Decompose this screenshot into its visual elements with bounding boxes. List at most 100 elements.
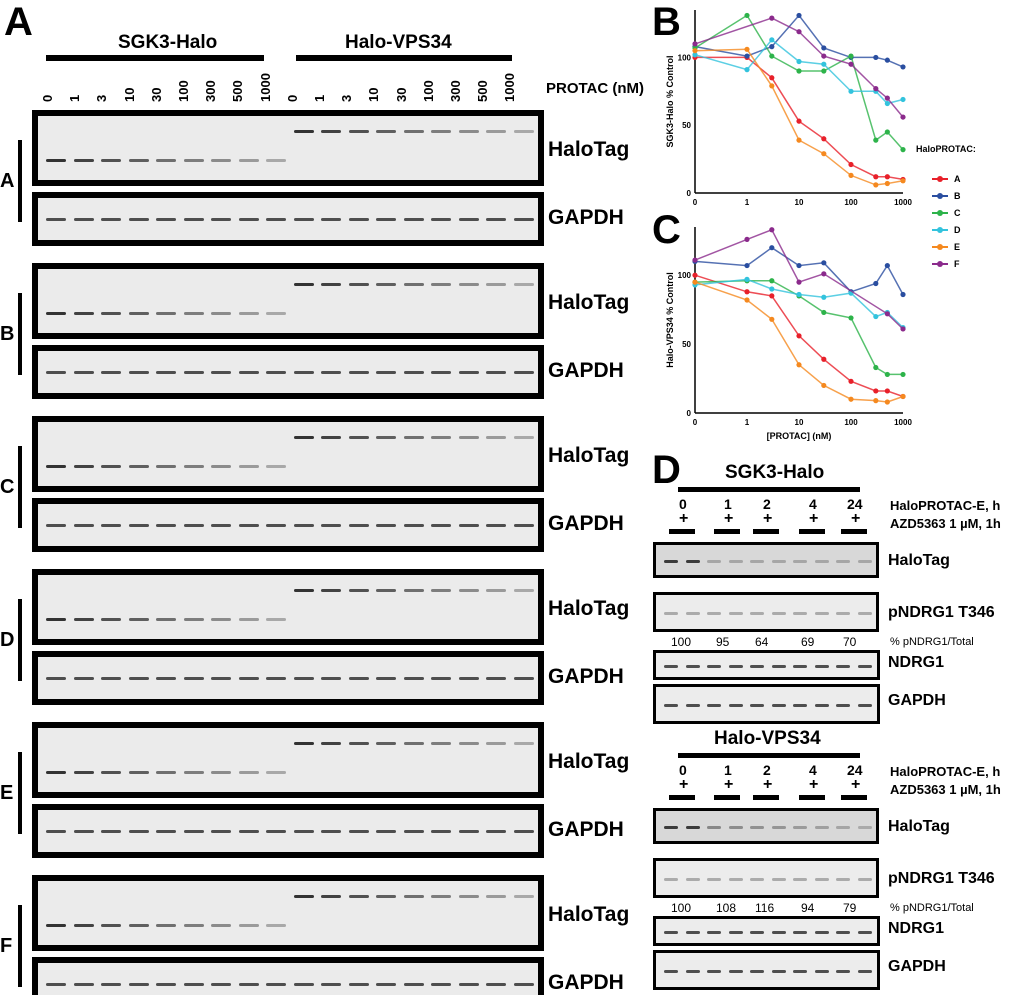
treatment-bar (753, 795, 779, 800)
data-point (821, 151, 827, 157)
band (664, 878, 678, 881)
band (793, 826, 807, 829)
band (857, 931, 872, 934)
band (183, 983, 204, 986)
band (376, 283, 396, 286)
band (403, 830, 424, 833)
data-point (796, 118, 802, 124)
time-label: 1 (724, 762, 732, 778)
band (836, 931, 850, 934)
band (857, 826, 872, 829)
band (814, 878, 829, 881)
quant-value: 116 (755, 901, 775, 915)
legend-item-f: F (932, 255, 976, 272)
data-point (769, 15, 775, 21)
blot-label-gapdh: GAPDH (548, 512, 624, 535)
band (664, 970, 678, 973)
band (348, 283, 369, 286)
data-point (692, 272, 698, 278)
treatment-bar (669, 795, 695, 800)
band (771, 704, 786, 707)
block-bar (678, 487, 860, 492)
blot-gapdh (653, 950, 880, 990)
data-point (900, 393, 906, 400)
data-point (900, 96, 906, 103)
legend-swatch (932, 209, 948, 216)
band (238, 924, 259, 927)
legend-label: F (954, 258, 960, 269)
band (857, 560, 872, 563)
band (293, 283, 314, 286)
blot-label: pNDRG1 T346 (888, 604, 995, 621)
y-tick: 100 (678, 271, 692, 280)
time-label: 24 (847, 496, 863, 512)
row-bracket (18, 752, 22, 834)
blot-label-gapdh: GAPDH (548, 818, 624, 841)
band (156, 830, 176, 833)
data-point (884, 174, 890, 180)
band (685, 665, 700, 668)
band (266, 465, 286, 468)
row-label-halopro: HaloPROTAC-E, h (890, 764, 1001, 779)
band (513, 983, 534, 986)
band (321, 524, 341, 527)
time-label: 0 (679, 496, 687, 512)
band (664, 826, 678, 829)
data-point (744, 297, 750, 303)
band (266, 983, 286, 986)
band (211, 677, 231, 680)
data-point (873, 388, 879, 394)
data-point (744, 53, 750, 59)
data-point (796, 12, 802, 19)
quant-value: 108 (716, 901, 737, 915)
band (321, 589, 341, 592)
band (458, 524, 479, 527)
blot-label-gapdh: GAPDH (548, 665, 624, 688)
band (73, 371, 94, 374)
band (183, 159, 204, 162)
band (238, 524, 259, 527)
data-point (796, 68, 802, 74)
data-point (821, 271, 827, 277)
band (857, 878, 872, 881)
data-point (796, 58, 802, 65)
band (458, 895, 479, 898)
data-point (744, 276, 750, 282)
band (376, 371, 396, 374)
blot-label-halotag: HaloTag (548, 138, 630, 161)
data-point (884, 262, 890, 269)
blot-ndrg1 (653, 650, 880, 680)
quant-value: 95 (716, 635, 730, 649)
band (403, 218, 424, 221)
band (376, 130, 396, 133)
band (156, 371, 176, 374)
band (128, 524, 149, 527)
data-point (848, 161, 854, 168)
treatment-bar (714, 529, 740, 534)
series-line-b (694, 246, 904, 295)
band (348, 983, 369, 986)
band (348, 677, 369, 680)
band (101, 830, 121, 833)
band (156, 677, 176, 680)
row-bracket (18, 905, 22, 987)
blot-label: NDRG1 (888, 920, 945, 937)
band (814, 826, 829, 829)
band (46, 618, 66, 621)
band (101, 465, 121, 468)
band (128, 771, 149, 774)
data-point (873, 137, 879, 143)
band (771, 560, 786, 563)
band (486, 742, 506, 745)
band (46, 465, 66, 468)
data-point (884, 388, 890, 394)
treatment-bar (714, 795, 740, 800)
band (513, 677, 534, 680)
blot-label-gapdh: GAPDH (548, 206, 624, 229)
band (814, 560, 829, 563)
band (211, 218, 231, 221)
halotag-blot (32, 569, 544, 645)
data-point (884, 311, 890, 317)
x-tick: 100 (844, 418, 858, 427)
band (183, 771, 204, 774)
